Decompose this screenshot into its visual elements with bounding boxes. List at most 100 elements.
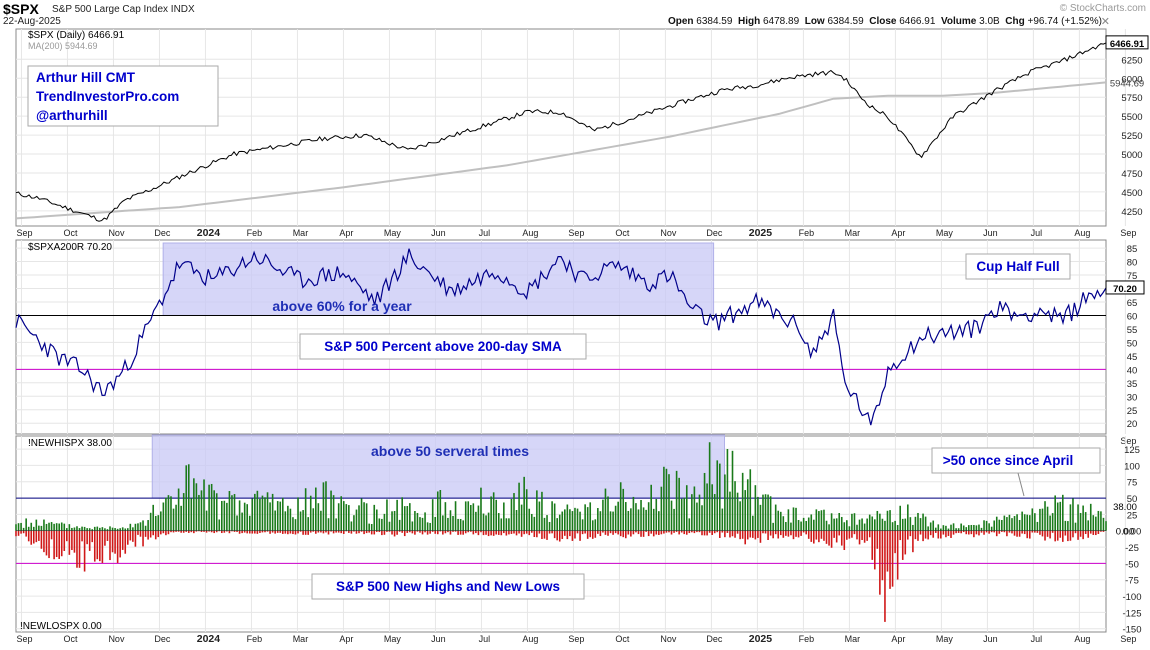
new-high-bar <box>624 502 627 531</box>
new-low-bar <box>505 530 508 536</box>
new-high-bar <box>1003 515 1006 531</box>
new-high-bar <box>917 512 919 531</box>
x-tick-label: Feb <box>247 228 263 238</box>
new-high-bar <box>124 528 127 531</box>
x-tick-label: Apr <box>891 634 905 644</box>
x-tick-label: 2024 <box>197 633 221 645</box>
new-low-bar <box>297 530 299 534</box>
x-tick-label: Jul <box>479 634 491 644</box>
new-low-bar <box>231 530 233 532</box>
new-high-bar <box>457 518 459 531</box>
new-low-bar <box>281 530 284 534</box>
new-high-bar <box>815 509 818 531</box>
new-low-bar <box>998 530 1001 534</box>
new-high-bar <box>454 501 457 531</box>
new-high-bar <box>675 470 678 531</box>
new-high-bar <box>579 511 581 531</box>
new-low-bar <box>213 530 215 534</box>
new-high-bar <box>218 519 221 531</box>
new-high-bar <box>731 450 734 531</box>
new-low-bar <box>378 530 381 533</box>
new-high-bar <box>647 502 650 531</box>
new-low-bar <box>564 530 566 536</box>
new-low-bar <box>299 530 302 532</box>
new-low-bar <box>147 530 149 540</box>
new-high-bar <box>604 488 607 531</box>
new-high-bar <box>383 513 386 531</box>
new-high-bar <box>734 481 736 531</box>
new-high-bar <box>530 513 533 531</box>
y-tick-label: 5250 <box>1121 131 1142 142</box>
new-low-bar <box>922 530 924 542</box>
new-high-bar <box>396 499 398 531</box>
new-high-bar <box>965 527 968 531</box>
y-tick-label: -25 <box>1125 543 1139 554</box>
new-high-bar <box>109 526 111 531</box>
new-high-bar <box>886 510 889 531</box>
new-high-bar <box>757 496 759 531</box>
new-low-bar <box>246 530 249 534</box>
y-tick-label: 4500 <box>1121 188 1142 199</box>
new-high-bar <box>635 503 637 531</box>
new-high-bar <box>490 496 492 531</box>
new-high-bar <box>787 509 790 531</box>
new-low-bar <box>597 530 599 534</box>
new-high-bar <box>1016 514 1018 531</box>
y-tick-label: 65 <box>1127 298 1138 309</box>
new-high-bar <box>708 442 711 531</box>
new-high-bar <box>978 524 980 531</box>
y-tick-label: -125 <box>1122 608 1141 619</box>
new-high-bar <box>393 510 396 531</box>
new-low-bar <box>576 530 579 534</box>
new-high-bar <box>668 474 670 531</box>
new-low-bar <box>223 530 226 533</box>
new-low-bar <box>530 530 533 533</box>
new-low-bar <box>81 530 83 542</box>
author-box <box>27 65 219 127</box>
new-low-bar <box>132 530 134 542</box>
new-high-bar <box>891 522 894 531</box>
new-high-bar <box>627 510 630 531</box>
new-high-bar <box>421 517 424 531</box>
new-high-bar <box>749 469 752 531</box>
new-low-bar <box>386 530 388 532</box>
new-low-bar <box>581 530 584 535</box>
new-low-bar <box>284 530 287 534</box>
new-high-bar <box>1084 512 1087 531</box>
new-high-bar <box>50 522 53 531</box>
new-low-bar <box>325 530 327 533</box>
new-low-bar <box>315 530 317 534</box>
new-high-bar <box>271 493 274 531</box>
new-high-bar <box>790 522 792 531</box>
new-high-bar <box>622 488 625 531</box>
x-tick-label: Feb <box>799 228 815 238</box>
new-low-bar <box>233 530 236 532</box>
new-high-bar <box>518 482 520 531</box>
y-tick-label: -100 <box>1122 592 1141 603</box>
new-high-bar <box>950 524 952 531</box>
close-icon[interactable]: ✕ <box>1100 16 1110 28</box>
new-low-bar <box>86 530 88 545</box>
new-low-bar <box>696 530 698 533</box>
new-high-bar <box>868 514 871 531</box>
new-low-bar <box>851 530 853 538</box>
new-high-bar <box>724 474 726 531</box>
x-tick-label: 2024 <box>197 227 221 239</box>
new-low-bar <box>665 530 668 533</box>
new-high-bar <box>767 494 769 531</box>
new-low-bar <box>25 530 27 537</box>
new-low-bar <box>104 530 106 546</box>
x-tick-label: Oct <box>63 634 78 644</box>
new-low-bar <box>556 530 558 541</box>
new-high-bar <box>485 515 487 531</box>
new-low-bar <box>48 530 50 559</box>
y-tick-label: 55 <box>1127 325 1138 336</box>
new-high-bar <box>309 495 312 531</box>
new-high-bar <box>952 523 955 531</box>
new-low-bar <box>932 530 935 538</box>
new-high-bar <box>345 504 348 531</box>
new-high-bar <box>99 527 101 531</box>
new-high-bar <box>729 491 731 531</box>
new-low-bar <box>993 530 996 533</box>
new-high-bar <box>35 519 38 531</box>
